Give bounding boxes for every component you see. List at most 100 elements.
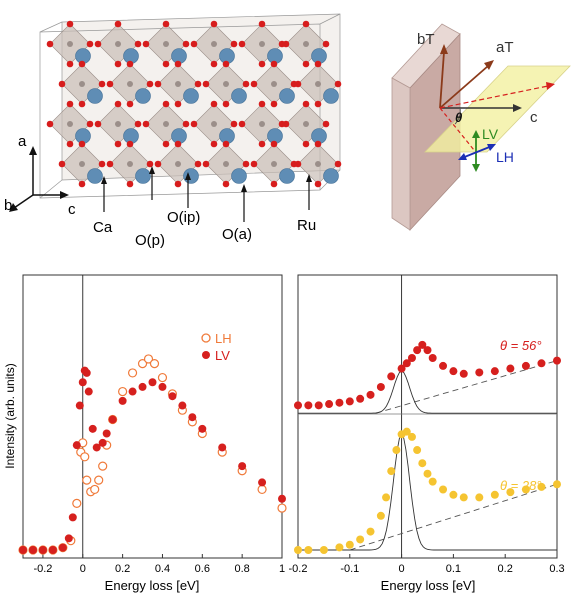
crystal-axes: a b c bbox=[4, 133, 76, 218]
label-at: aT bbox=[496, 39, 514, 56]
ca-atom bbox=[183, 88, 199, 104]
oxygen-atom bbox=[46, 40, 54, 48]
theta28-point bbox=[392, 446, 401, 455]
oxygen-atom bbox=[238, 120, 246, 128]
lv-point bbox=[138, 382, 147, 391]
chart-angle: -0.2 -0.1 0 0.1 0.2 0.3 Energy loss [eV] θ = … bbox=[289, 274, 565, 593]
theta56-point bbox=[418, 340, 427, 349]
lv-point bbox=[92, 443, 101, 452]
theta28-point bbox=[387, 467, 396, 476]
chart1-xlabel: Energy loss [eV] bbox=[105, 578, 200, 593]
oxygen-atom bbox=[174, 60, 182, 68]
chart2-points bbox=[294, 340, 561, 554]
theta28-point bbox=[382, 493, 391, 502]
chart2-ticks: -0.2 -0.1 0 0.1 0.2 0.3 bbox=[289, 554, 565, 575]
chart1-points bbox=[18, 354, 287, 555]
axis-c-label: c bbox=[68, 201, 76, 218]
x-tick-label: 0.2 bbox=[498, 563, 513, 575]
oxygen-atom bbox=[106, 160, 114, 168]
theta28-point bbox=[490, 490, 499, 499]
oxygen-atom bbox=[222, 180, 230, 188]
theta28-point bbox=[366, 527, 375, 536]
ca-atom bbox=[231, 88, 247, 104]
theta28-point bbox=[506, 488, 515, 497]
legend-lh-marker bbox=[201, 333, 211, 343]
x-tick-label: -0.1 bbox=[340, 563, 359, 575]
annotation-theta-28: θ = 28° bbox=[500, 478, 542, 493]
oxygen-atom bbox=[294, 80, 302, 88]
lh-point bbox=[127, 368, 138, 378]
oxygen-atom bbox=[78, 140, 86, 148]
oxygen-atom bbox=[334, 80, 342, 88]
ru-atom bbox=[163, 121, 169, 127]
label-ru: Ru bbox=[297, 217, 316, 234]
ca-atom bbox=[279, 168, 295, 184]
oxygen-atom bbox=[190, 120, 198, 128]
oxygen-atom bbox=[78, 180, 86, 188]
ru-atom bbox=[303, 41, 309, 47]
theta28-point bbox=[294, 546, 302, 554]
label-o-p: O(p) bbox=[135, 232, 165, 249]
lv-point bbox=[278, 494, 286, 503]
chart-polarization: -0.2 0 0.2 0.4 0.6 0.8 1 Intensity (arb. units… bbox=[3, 274, 287, 593]
x-tick-label: 0.8 bbox=[235, 563, 250, 575]
oxygen-atom bbox=[202, 80, 210, 88]
chart1-ticks: -0.2 0 0.2 0.4 0.6 0.8 1 bbox=[33, 554, 285, 575]
lv-point bbox=[88, 424, 97, 433]
oxygen-atom bbox=[302, 20, 310, 28]
oxygen-atom bbox=[190, 40, 198, 48]
oxygen-atom bbox=[270, 180, 278, 188]
lv-point bbox=[188, 413, 197, 422]
lv-point bbox=[48, 546, 57, 554]
lv-point bbox=[118, 396, 127, 405]
oxygen-atom bbox=[154, 160, 162, 168]
oxygen-atom bbox=[162, 20, 170, 28]
theta56-point bbox=[402, 359, 411, 368]
chart1-ylabel: Intensity (arb. units) bbox=[3, 363, 17, 468]
theta28-point bbox=[449, 490, 458, 499]
ca-atom bbox=[323, 168, 339, 184]
oxygen-atom bbox=[250, 160, 258, 168]
chart2-frame bbox=[297, 274, 558, 559]
theta28-point bbox=[423, 469, 432, 478]
lv-point bbox=[72, 441, 81, 450]
oxygen-atom bbox=[334, 160, 342, 168]
theta28-point bbox=[553, 480, 561, 489]
x-tick-label: 0.3 bbox=[549, 563, 564, 575]
ru-atom bbox=[175, 161, 181, 167]
oxygen-atom bbox=[126, 180, 134, 188]
oxygen-atom bbox=[146, 160, 154, 168]
ca-atom bbox=[135, 168, 151, 184]
oxygen-atom bbox=[162, 140, 170, 148]
label-bt: bT bbox=[417, 31, 435, 48]
oxygen-atom bbox=[174, 100, 182, 108]
oxygen-atom bbox=[270, 140, 278, 148]
oxygen-atom bbox=[86, 40, 94, 48]
oxygen-atom bbox=[230, 120, 238, 128]
ru-atom bbox=[315, 161, 321, 167]
ru-atom bbox=[259, 41, 265, 47]
lh-point bbox=[157, 372, 168, 383]
ca-atom bbox=[231, 168, 247, 184]
ru-atom bbox=[175, 81, 181, 87]
theta56-point bbox=[387, 372, 396, 381]
label-lh-pol: LH bbox=[496, 149, 514, 165]
ca-atom bbox=[87, 88, 103, 104]
oxygen-atom bbox=[162, 60, 170, 68]
lv-point bbox=[218, 443, 227, 452]
legend-lh-label: LH bbox=[215, 331, 232, 346]
oxygen-atom bbox=[294, 160, 302, 168]
theta28-point bbox=[428, 477, 437, 486]
oxygen-atom bbox=[46, 120, 54, 128]
lv-point bbox=[68, 513, 77, 522]
ru-atom bbox=[67, 41, 73, 47]
lv-point bbox=[64, 534, 73, 543]
oxygen-atom bbox=[314, 180, 322, 188]
ca-atom bbox=[87, 168, 103, 184]
ru-atom bbox=[79, 161, 85, 167]
x-tick-label: 0.2 bbox=[115, 563, 130, 575]
lv-point bbox=[98, 438, 107, 447]
oxygen-atom bbox=[142, 120, 150, 128]
lv-point bbox=[108, 415, 117, 424]
